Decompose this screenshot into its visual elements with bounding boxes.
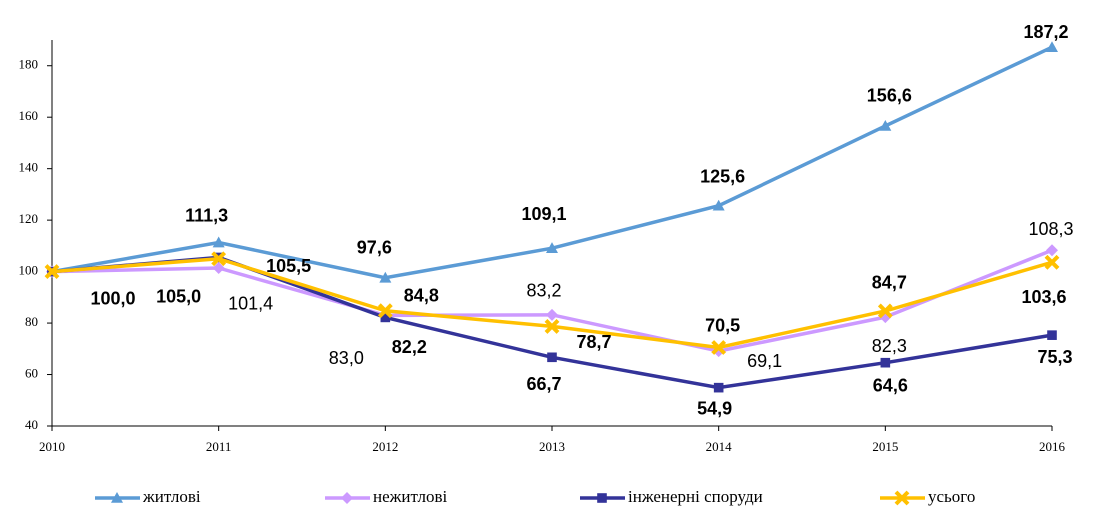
x-tick-label: 2013: [539, 439, 565, 454]
data-label: 108,3: [1028, 219, 1073, 239]
marker: [880, 357, 891, 368]
y-tick-label: 120: [19, 211, 39, 226]
marker: [1044, 254, 1060, 270]
marker: [377, 303, 393, 319]
marker: [877, 303, 893, 319]
marker: [547, 352, 557, 363]
data-label: 70,5: [705, 315, 740, 335]
data-label: 109,1: [521, 204, 566, 224]
data-label: 69,1: [747, 351, 782, 371]
legend-label: житлові: [142, 487, 201, 506]
data-label: 105,0: [156, 286, 201, 306]
marker: [1046, 244, 1058, 257]
data-label: 82,3: [872, 336, 907, 356]
y-tick-label: 180: [19, 57, 39, 72]
data-label: 97,6: [357, 238, 392, 258]
marker: [546, 308, 558, 321]
data-label: 103,6: [1021, 287, 1066, 307]
marker: [211, 251, 227, 267]
data-label: 105,5: [266, 256, 311, 276]
data-label: 75,3: [1037, 347, 1072, 367]
data-label: 100,0: [90, 288, 135, 308]
marker: [879, 119, 892, 131]
data-label: 83,2: [526, 281, 561, 301]
y-tick-label: 60: [25, 366, 38, 381]
data-label: 82,2: [392, 337, 427, 357]
marker: [379, 271, 392, 283]
y-tick-label: 160: [19, 108, 39, 123]
marker: [212, 261, 225, 274]
x-tick-label: 2016: [1039, 439, 1066, 454]
marker: [544, 318, 560, 334]
marker: [341, 492, 353, 504]
x-tick-label: 2014: [706, 439, 733, 454]
marker: [713, 382, 724, 393]
marker: [44, 264, 60, 280]
x-tick-label: 2011: [206, 439, 232, 454]
data-label: 64,6: [873, 375, 908, 395]
marker: [546, 242, 558, 253]
data-label: 101,4: [228, 294, 273, 314]
data-label: 84,8: [404, 285, 439, 305]
legend-label: нежитлові: [373, 487, 448, 506]
data-label: 156,6: [867, 86, 912, 106]
marker: [711, 340, 727, 355]
y-tick-label: 140: [19, 160, 39, 175]
y-tick-label: 80: [25, 314, 38, 329]
marker: [597, 493, 607, 503]
data-label: 78,7: [576, 332, 611, 352]
y-tick-label: 40: [25, 417, 38, 432]
data-label: 83,0: [329, 348, 364, 368]
x-tick-label: 2015: [872, 439, 898, 454]
legend-label: інженерні споруди: [628, 487, 763, 506]
y-tick-label: 100: [19, 263, 39, 278]
marker: [380, 312, 391, 323]
data-label: 66,7: [526, 374, 561, 394]
x-tick-label: 2010: [39, 439, 65, 454]
marker: [212, 236, 225, 248]
marker: [894, 490, 910, 506]
data-label: 125,6: [700, 166, 745, 186]
data-label: 187,2: [1023, 22, 1068, 42]
data-label: 111,3: [185, 205, 228, 225]
marker: [1046, 41, 1058, 53]
legend-label: усього: [928, 487, 975, 506]
data-label: 54,9: [697, 398, 732, 418]
marker: [1047, 330, 1057, 340]
marker: [111, 492, 123, 503]
marker: [712, 199, 725, 211]
data-label: 84,7: [872, 273, 907, 293]
x-tick-label: 2012: [372, 439, 398, 454]
